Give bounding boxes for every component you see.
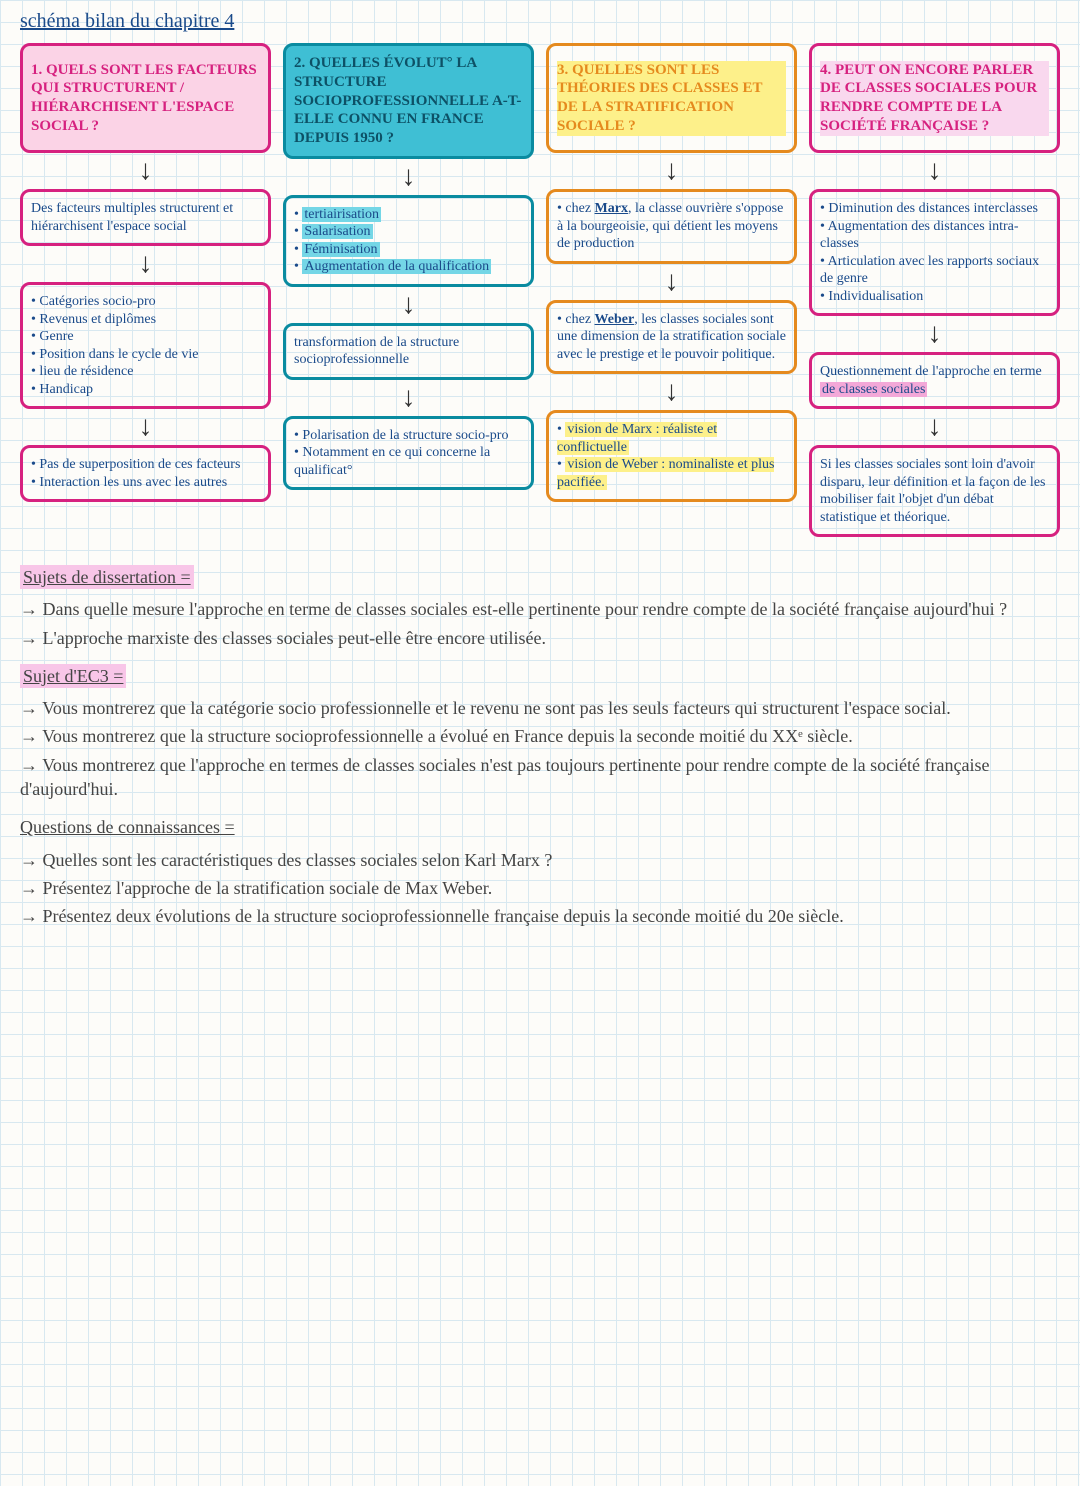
dissertation-list: Dans quelle mesure l'approche en terme d… <box>20 597 1060 650</box>
arrow-down-icon: ↓ <box>928 413 942 441</box>
note-item: Quelles sont les caractéristiques des cl… <box>20 848 1060 872</box>
list-item: vision de Weber : nominaliste et plus pa… <box>557 456 786 491</box>
list-item: Pas de superposition de ces facteurs <box>31 456 260 474</box>
content-box: vision de Marx : réaliste et conflictuel… <box>546 410 797 502</box>
list-item: Genre <box>31 328 260 346</box>
content-box: Si les classes sociales sont loin d'avoi… <box>809 445 1060 537</box>
arrow-down-icon: ↓ <box>402 163 416 191</box>
list-item: Position dans le cycle de vie <box>31 346 260 364</box>
list-item: Augmentation des distances intra-classes <box>820 218 1049 253</box>
dissertation-heading: Sujets de dissertation = <box>20 565 194 589</box>
arrow-down-icon: ↓ <box>139 157 153 185</box>
column-4: 4. PEUT ON ENCORE PARLER DE CLASSES SOCI… <box>809 43 1060 537</box>
connaissances-list: Quelles sont les caractéristiques des cl… <box>20 848 1060 929</box>
column-header: 3. QUELLES SONT LES THÉORIES DES CLASSES… <box>546 43 797 153</box>
content-box: transformation de la structure socioprof… <box>283 323 534 380</box>
list-item: Articulation avec les rapports sociaux d… <box>820 253 1049 288</box>
content-box: Des facteurs multiples structurent et hi… <box>20 189 271 246</box>
content-box: Pas de superposition de ces facteursInte… <box>20 445 271 502</box>
note-item: Vous montrerez que la structure sociopro… <box>20 724 1060 748</box>
note-item: L'approche marxiste des classes sociales… <box>20 626 1060 650</box>
content-box: • chez Weber, les classes sociales sont … <box>546 300 797 375</box>
arrow-down-icon: ↓ <box>139 413 153 441</box>
note-item: Présentez l'approche de la stratificatio… <box>20 876 1060 900</box>
page-title: schéma bilan du chapitre 4 <box>20 10 1060 33</box>
column-3: 3. QUELLES SONT LES THÉORIES DES CLASSES… <box>546 43 797 537</box>
note-item: Vous montrerez que la catégorie socio pr… <box>20 696 1060 720</box>
column-header: 4. PEUT ON ENCORE PARLER DE CLASSES SOCI… <box>809 43 1060 153</box>
ec3-list: Vous montrerez que la catégorie socio pr… <box>20 696 1060 801</box>
column-header: 2. QUELLES ÉVOLUT° LA STRUCTURE SOCIOPRO… <box>283 43 534 159</box>
column-header: 1. QUELS SONT LES FACTEURS QUI STRUCTURE… <box>20 43 271 153</box>
content-box: Questionnement de l'approche en terme de… <box>809 352 1060 409</box>
arrow-down-icon: ↓ <box>665 268 679 296</box>
content-box: Diminution des distances interclassesAug… <box>809 189 1060 316</box>
list-item: Handicap <box>31 381 260 399</box>
list-item: Individualisation <box>820 288 1049 306</box>
content-box: • chez Marx, la classe ouvrière s'oppose… <box>546 189 797 264</box>
note-item: Présentez deux évolutions de la structur… <box>20 904 1060 928</box>
arrow-down-icon: ↓ <box>402 384 416 412</box>
column-1: 1. QUELS SONT LES FACTEURS QUI STRUCTURE… <box>20 43 271 537</box>
list-item: Diminution des distances interclasses <box>820 200 1049 218</box>
diagram-columns: 1. QUELS SONT LES FACTEURS QUI STRUCTURE… <box>20 43 1060 537</box>
content-box: tertiairisationSalarisationFéminisationA… <box>283 195 534 287</box>
list-item: lieu de résidence <box>31 363 260 381</box>
list-item: Revenus et diplômes <box>31 311 260 329</box>
arrow-down-icon: ↓ <box>402 291 416 319</box>
list-item: Augmentation de la qualification <box>294 258 523 276</box>
list-item: Polarisation de la structure socio-pro <box>294 427 523 445</box>
list-item: Catégories socio-pro <box>31 293 260 311</box>
arrow-down-icon: ↓ <box>928 320 942 348</box>
list-item: Interaction les uns avec les autres <box>31 474 260 492</box>
arrow-down-icon: ↓ <box>928 157 942 185</box>
arrow-down-icon: ↓ <box>139 250 153 278</box>
note-item: Dans quelle mesure l'approche en terme d… <box>20 597 1060 621</box>
note-item: Vous montrerez que l'approche en termes … <box>20 753 1060 802</box>
notes-section: Sujets de dissertation = Dans quelle mes… <box>20 555 1060 929</box>
arrow-down-icon: ↓ <box>665 378 679 406</box>
connaissances-heading: Questions de connaissances = <box>20 815 235 839</box>
list-item: Notamment en ce qui concerne la qualific… <box>294 444 523 479</box>
content-box: Catégories socio-proRevenus et diplômesG… <box>20 282 271 409</box>
arrow-down-icon: ↓ <box>665 157 679 185</box>
list-item: tertiairisation <box>294 206 523 224</box>
content-box: Polarisation de la structure socio-proNo… <box>283 416 534 491</box>
list-item: vision de Marx : réaliste et conflictuel… <box>557 421 786 456</box>
ec3-heading: Sujet d'EC3 = <box>20 664 126 688</box>
list-item: Féminisation <box>294 241 523 259</box>
list-item: Salarisation <box>294 223 523 241</box>
column-2: 2. QUELLES ÉVOLUT° LA STRUCTURE SOCIOPRO… <box>283 43 534 537</box>
